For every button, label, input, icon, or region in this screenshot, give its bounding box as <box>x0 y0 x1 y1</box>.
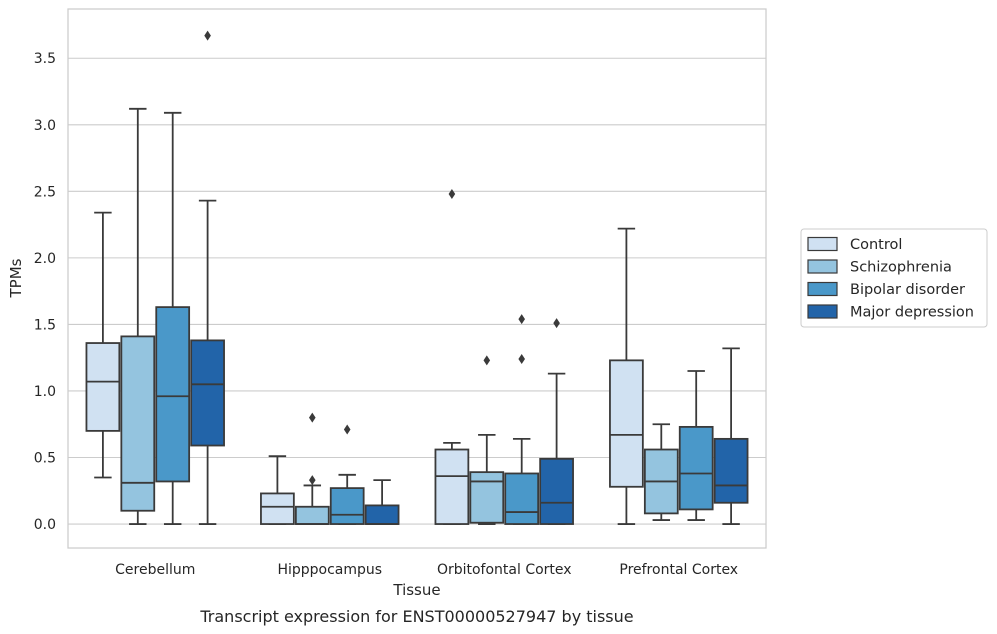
box <box>678 425 714 511</box>
y-axis-label: TPMs <box>7 258 25 298</box>
x-tick-label: Orbitofontal Cortex <box>437 562 572 578</box>
box-group <box>190 30 225 525</box>
box <box>504 472 540 525</box>
plot-frame <box>67 8 767 549</box>
box-group <box>155 111 191 525</box>
outlier-marker <box>553 318 560 329</box>
outlier-marker <box>309 412 316 423</box>
box-group <box>120 107 156 525</box>
box <box>434 448 470 525</box>
box-group <box>260 455 295 525</box>
legend-frame <box>800 228 988 328</box>
box-group <box>329 424 365 525</box>
y-tick-label: 1.0 <box>34 384 56 400</box>
y-tick-label: 3.5 <box>34 51 56 67</box>
legend-label: Bipolar disorder <box>850 282 965 298</box>
legend-swatch <box>807 304 838 319</box>
box-group <box>713 347 749 525</box>
y-tick-label: 2.0 <box>34 251 56 267</box>
y-tick-label: 0.5 <box>34 451 56 467</box>
outlier-marker <box>448 188 456 199</box>
legend-label: Major depression <box>850 305 974 321</box>
legend: Control Schizophrenia Bipolar disorder Majo… <box>800 228 988 328</box>
box-group <box>434 188 470 525</box>
x-tick-labels: Cerebellum Hipppocampus Orbitofontal Corte… <box>115 562 738 578</box>
box-group <box>504 314 540 525</box>
legend-label: Schizophrenia <box>850 260 952 276</box>
x-axis-label: Tissue <box>392 581 440 599</box>
box-groups <box>85 30 749 525</box>
outlier-marker <box>483 355 491 366</box>
x-tick-label: Hipppocampus <box>277 562 382 578</box>
chart-caption: Transcript expression for ENST0000052794… <box>199 607 633 626</box>
box <box>539 457 574 525</box>
box-group <box>609 227 644 525</box>
outlier-marker <box>518 354 525 365</box>
box <box>120 335 156 512</box>
box-group <box>294 412 330 525</box>
legend-swatch <box>807 281 838 297</box>
box <box>469 471 505 524</box>
outlier-marker <box>204 30 211 41</box>
x-tick-label: Cerebellum <box>115 562 195 578</box>
box <box>260 492 295 525</box>
box-group <box>469 355 505 525</box>
legend-swatch <box>807 236 838 252</box>
box-group <box>539 318 574 525</box>
outlier-marker <box>518 314 525 325</box>
box <box>364 504 400 525</box>
box <box>155 306 191 483</box>
y-tick-label: 2.5 <box>34 184 56 200</box>
box <box>609 359 644 488</box>
outlier-marker <box>309 475 316 486</box>
box <box>329 487 365 525</box>
box <box>190 339 225 447</box>
box-group <box>364 479 400 525</box>
box-group <box>678 370 714 521</box>
box <box>713 437 749 504</box>
x-tick-label: Prefrontal Cortex <box>619 562 738 578</box>
box-group <box>85 211 121 479</box>
y-tick-label: 1.5 <box>34 317 56 333</box>
outlier-marker <box>343 424 351 435</box>
box <box>85 342 121 432</box>
y-tick-label: 3.0 <box>34 118 56 134</box>
y-tick-label: 0.0 <box>34 517 56 533</box>
legend-label: Control <box>850 237 902 253</box>
legend-swatch <box>807 259 838 274</box>
y-tick-labels: 0.0 0.5 1.0 1.5 2.0 2.5 3.0 3.5 <box>34 51 56 533</box>
box-group <box>643 423 679 521</box>
box <box>294 505 330 525</box>
